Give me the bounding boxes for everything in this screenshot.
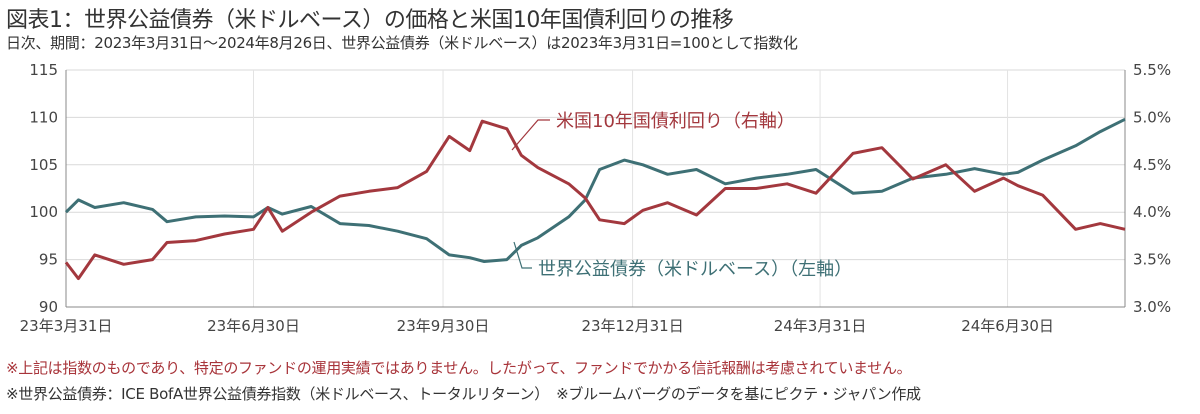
x-tick-label: 23年9月30日	[397, 317, 490, 335]
y-left-tick-label: 110	[29, 108, 58, 126]
annotation-leader-yield	[511, 119, 550, 151]
x-tick-label: 23年3月31日	[20, 317, 113, 335]
annotation-bond: 世界公益債券（米ドルベース）（左軸）	[538, 259, 852, 280]
y-left-tick-label: 105	[29, 156, 58, 174]
y-right-tick-label: 4.5%	[1133, 156, 1171, 174]
y-right-tick-label: 5.0%	[1133, 108, 1171, 126]
y-right-tick-label: 3.5%	[1133, 251, 1171, 269]
x-tick-label: 23年6月30日	[207, 317, 300, 335]
disclaimer-note: ※上記は指数のものであり、特定のファンドの運用実績ではありません。したがって、フ…	[6, 359, 912, 377]
annotation-leader-bond	[513, 241, 532, 269]
source-note: ※世界公益債券：ICE BofA世界公益債券指数（米ドルベース、トータルリターン…	[6, 385, 921, 403]
y-left-tick-label: 95	[39, 251, 58, 269]
y-left-tick-label: 100	[29, 203, 58, 221]
x-tick-label: 24年6月30日	[961, 317, 1054, 335]
y-right-tick-label: 3.0%	[1133, 298, 1171, 316]
y-left-tick-label: 90	[39, 298, 58, 316]
x-tick-label: 23年12月31日	[581, 317, 683, 335]
y-right-tick-label: 5.5%	[1133, 61, 1171, 79]
chart-subtitle: 日次、期間：2023年3月31日～2024年8月26日、世界公益債券（米ドルベー…	[6, 34, 798, 52]
chart-title: 図表1：世界公益債券（米ドルベース）の価格と米国10年国債利回りの推移	[6, 8, 734, 33]
y-left-tick-label: 115	[29, 61, 58, 79]
annotation-yield: 米国10年国債利回り（右軸）	[556, 111, 795, 132]
x-tick-label: 24年3月31日	[774, 317, 867, 335]
series-line-1	[64, 119, 1126, 281]
y-right-tick-label: 4.0%	[1133, 203, 1171, 221]
series-line-0	[64, 117, 1126, 263]
